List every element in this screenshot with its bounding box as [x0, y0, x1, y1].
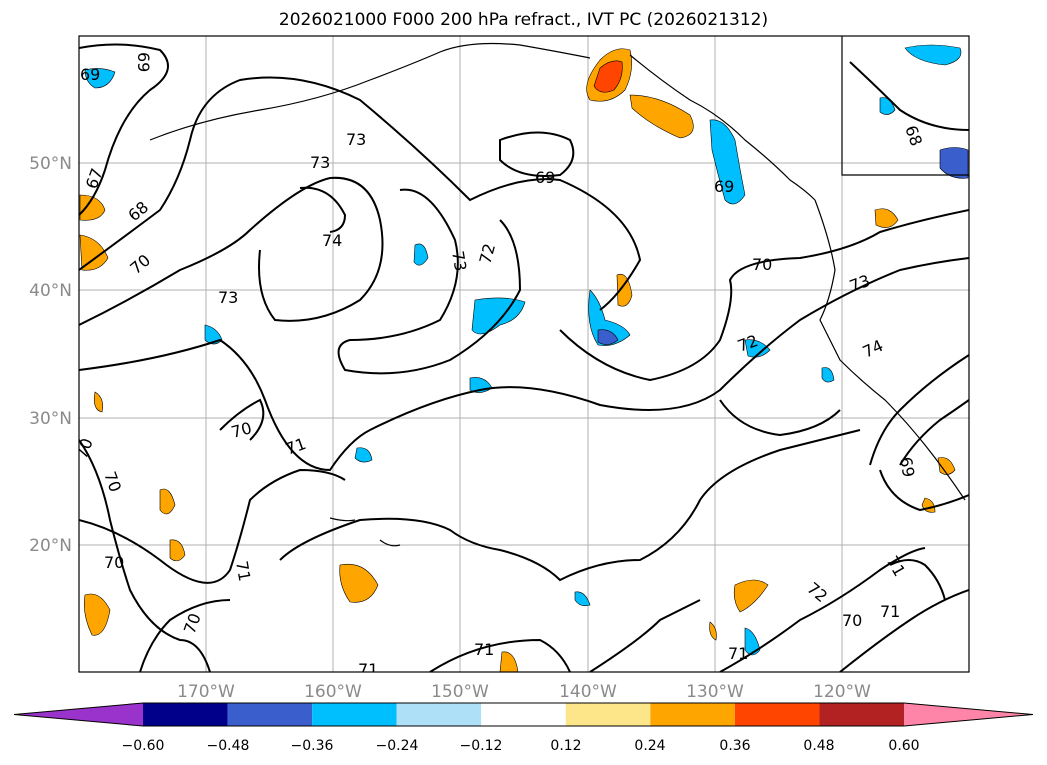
contour-label: 69 — [80, 65, 100, 84]
colorbar-segment — [565, 703, 651, 726]
contour-label: 70 — [842, 611, 862, 630]
contour-label: 70 — [229, 418, 254, 442]
contour-label: 73 — [310, 153, 330, 172]
colorbar-segment — [14, 703, 143, 726]
contour-label: 69 — [535, 168, 555, 187]
refractivity-contours — [79, 43, 969, 672]
ivt-shading — [79, 44, 969, 672]
colorbar-segment — [819, 703, 905, 726]
colorbar-tick-label: −0.60 — [122, 738, 165, 754]
contour-label: 69 — [134, 52, 153, 72]
colorbar-tick-labels: −0.60 −0.48 −0.36 −0.24 −0.12 0.12 0.24 … — [122, 738, 920, 754]
colorbar-segment — [312, 703, 397, 726]
plot-area — [79, 36, 969, 672]
colorbar-tick-label: 0.36 — [719, 738, 750, 754]
contour-label: 71 — [474, 640, 494, 659]
coastlines — [149, 36, 969, 547]
contour-label: 72 — [476, 241, 500, 266]
contour-label: 71 — [880, 602, 900, 621]
contour-label: 73 — [448, 249, 470, 272]
lon-label: 170°W — [177, 682, 235, 702]
colorbar-tick-label: 0.12 — [550, 738, 581, 754]
colorbar-tick-label: 0.60 — [888, 738, 919, 754]
colorbar-segment — [227, 703, 313, 726]
lon-label: 150°W — [431, 682, 489, 702]
colorbar — [13, 702, 1034, 727]
colorbar-segment — [396, 703, 482, 726]
lon-label: 160°W — [304, 682, 362, 702]
longitude-labels: 170°W 160°W 150°W 140°W 130°W 120°W — [177, 682, 871, 702]
colorbar-tick-label: −0.36 — [291, 738, 334, 754]
map-title: 2026021000 F000 200 hPa refract., IVT PC… — [278, 10, 769, 30]
contour-label: 69 — [714, 177, 734, 196]
lat-label: 40°N — [29, 281, 72, 301]
colorbar-outline — [13, 702, 1034, 727]
latitude-labels: 50°N 40°N 30°N 20°N — [29, 154, 72, 556]
colorbar-segment — [143, 703, 228, 726]
colorbar-tick-label: 0.24 — [634, 738, 665, 754]
contour-label: 73 — [346, 130, 366, 149]
contour-label: 70 — [104, 553, 124, 572]
lat-label: 50°N — [29, 154, 72, 174]
contour-label: 69 — [896, 455, 918, 478]
contour-label: 71 — [232, 559, 254, 582]
contour-label: 71 — [358, 660, 378, 679]
lat-label: 30°N — [29, 409, 72, 429]
lat-label: 20°N — [29, 536, 72, 556]
colorbar-segment — [734, 703, 820, 726]
colorbar-segment — [904, 703, 1033, 726]
colorbar-segment — [650, 703, 735, 726]
plot-frame — [78, 35, 970, 673]
colorbar-tick-label: −0.48 — [207, 738, 250, 754]
contour-label: 70 — [752, 255, 772, 274]
lon-label: 120°W — [813, 682, 871, 702]
contour-label: 73 — [218, 288, 238, 307]
colorbar-tick-label: −0.24 — [376, 738, 419, 754]
lon-label: 130°W — [686, 682, 744, 702]
colorbar-tick-label: −0.12 — [460, 738, 503, 754]
colorbar-segment — [481, 703, 566, 726]
contour-label: 74 — [322, 231, 342, 250]
lon-label: 140°W — [559, 682, 617, 702]
colorbar-tick-label: 0.48 — [803, 738, 834, 754]
contour-label: 71 — [728, 644, 748, 663]
